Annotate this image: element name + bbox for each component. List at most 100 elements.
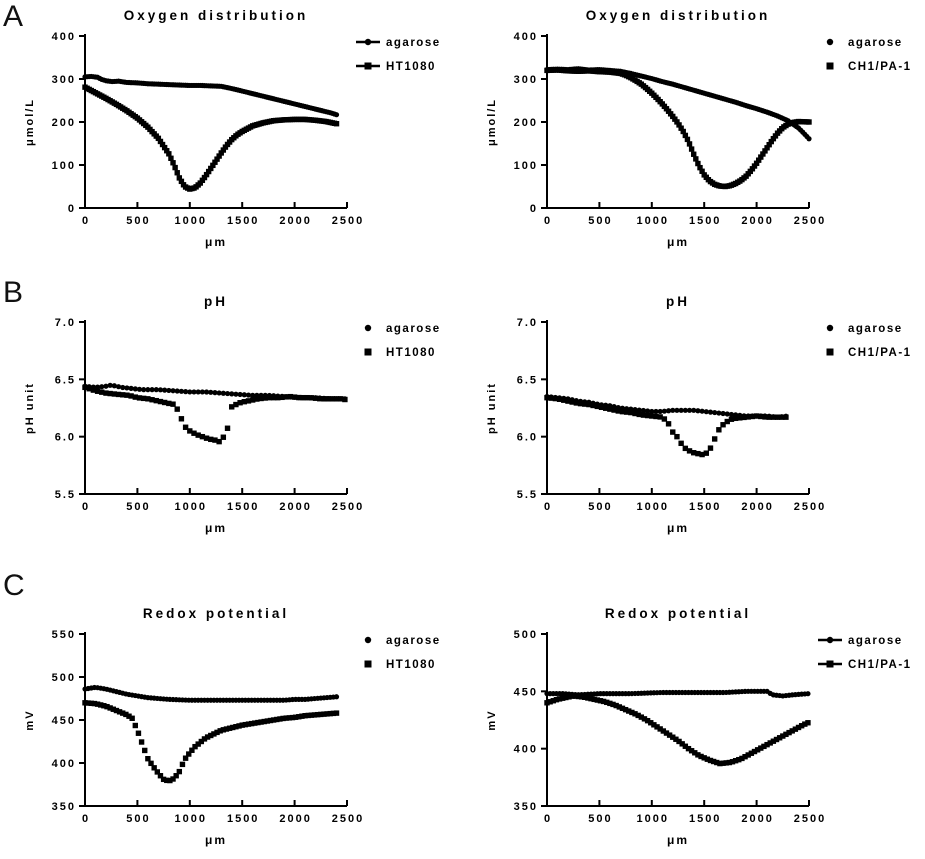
svg-text:7.0: 7.0	[517, 317, 538, 329]
svg-text:CH1/PA-1: CH1/PA-1	[848, 659, 912, 671]
chart-ph-ch1pa1: pH 5.5 6.0 6.5 7.0 0 500 1000 1500 2000 2500 pH uni…	[462, 286, 925, 542]
svg-text:5.5: 5.5	[517, 489, 538, 501]
svg-text:pH: pH	[204, 294, 228, 309]
svg-text:0: 0	[530, 203, 538, 215]
svg-text:0: 0	[82, 501, 90, 513]
svg-text:500: 500	[588, 813, 612, 825]
svg-text:1500: 1500	[227, 215, 259, 227]
svg-text:350: 350	[52, 801, 76, 813]
svg-text:0: 0	[82, 813, 90, 825]
svg-text:450: 450	[514, 686, 538, 698]
svg-text:2500: 2500	[332, 501, 364, 513]
svg-text:400: 400	[514, 31, 538, 43]
chart-svg-1: Oxygen distribution 0 100 200 300 400 0 500 1000…	[486, 8, 912, 249]
svg-text:400: 400	[52, 758, 76, 770]
svg-text:6.5: 6.5	[55, 374, 76, 386]
svg-text:350: 350	[514, 801, 538, 813]
svg-text:μm: μm	[205, 235, 227, 249]
chart-oxygen-ch1pa1: Oxygen distribution 0 100 200 300 400 0 500 1000…	[462, 0, 925, 256]
svg-text:1500: 1500	[227, 813, 259, 825]
svg-text:1500: 1500	[689, 501, 721, 513]
svg-text:1000: 1000	[637, 813, 669, 825]
svg-text:450: 450	[52, 715, 76, 727]
panel-label-c: C	[3, 569, 25, 602]
svg-text:0: 0	[544, 813, 552, 825]
chart-svg-5: Redox potential 350 400 450 500 0 500 1000 1500 2…	[486, 606, 912, 847]
svg-text:0: 0	[68, 203, 76, 215]
svg-text:μm: μm	[667, 833, 689, 847]
svg-text:5.5: 5.5	[55, 489, 76, 501]
svg-text:Oxygen distribution: Oxygen distribution	[586, 8, 771, 23]
svg-text:mV: mV	[24, 709, 36, 730]
svg-text:agarose: agarose	[386, 635, 441, 647]
svg-text:2500: 2500	[794, 813, 826, 825]
svg-text:HT1080: HT1080	[386, 347, 436, 359]
svg-text:500: 500	[588, 501, 612, 513]
svg-text:μm: μm	[667, 235, 689, 249]
svg-text:550: 550	[52, 629, 76, 641]
svg-text:2000: 2000	[279, 501, 311, 513]
svg-text:HT1080: HT1080	[386, 659, 436, 671]
svg-text:agarose: agarose	[386, 37, 441, 49]
chart-svg-2: pH 5.5 6.0 6.5 7.0 0 500 1000 1500 2000 2500 pH uni…	[24, 294, 441, 535]
svg-text:μm: μm	[667, 521, 689, 535]
svg-text:0: 0	[544, 501, 552, 513]
svg-text:μm: μm	[205, 521, 227, 535]
svg-text:agarose: agarose	[386, 323, 441, 335]
svg-text:2500: 2500	[332, 215, 364, 227]
svg-text:Oxygen distribution: Oxygen distribution	[124, 8, 309, 23]
svg-text:agarose: agarose	[848, 635, 903, 647]
svg-text:6.0: 6.0	[55, 432, 76, 444]
svg-text:500: 500	[126, 813, 150, 825]
panel-label-b: B	[3, 276, 24, 309]
svg-text:1000: 1000	[637, 215, 669, 227]
chart-svg-0: Oxygen distribution 0 100 200 300 400 0 500 1000…	[24, 8, 441, 249]
svg-text:1000: 1000	[175, 501, 207, 513]
svg-text:2000: 2000	[279, 215, 311, 227]
svg-text:2500: 2500	[794, 215, 826, 227]
chart-oxygen-ht1080: Oxygen distribution 0 100 200 300 400 0 500 1000…	[0, 0, 463, 256]
svg-text:pH unit: pH unit	[24, 382, 36, 434]
svg-text:400: 400	[514, 744, 538, 756]
svg-text:pH: pH	[666, 294, 690, 309]
svg-text:200: 200	[514, 117, 538, 129]
svg-text:1500: 1500	[689, 813, 721, 825]
svg-text:0: 0	[544, 215, 552, 227]
svg-text:500: 500	[126, 501, 150, 513]
svg-text:500: 500	[126, 215, 150, 227]
svg-text:7.0: 7.0	[55, 317, 76, 329]
svg-text:1000: 1000	[175, 813, 207, 825]
svg-text:pH unit: pH unit	[486, 382, 498, 434]
svg-text:6.5: 6.5	[517, 374, 538, 386]
svg-text:100: 100	[514, 160, 538, 172]
svg-text:CH1/PA-1: CH1/PA-1	[848, 347, 912, 359]
svg-text:300: 300	[514, 74, 538, 86]
svg-text:200: 200	[52, 117, 76, 129]
svg-text:μmol/L: μmol/L	[24, 98, 36, 146]
svg-text:μm: μm	[205, 833, 227, 847]
svg-text:300: 300	[52, 74, 76, 86]
svg-text:HT1080: HT1080	[386, 61, 436, 73]
svg-text:Redox potential: Redox potential	[605, 606, 751, 621]
svg-text:1000: 1000	[637, 501, 669, 513]
svg-text:500: 500	[52, 672, 76, 684]
chart-redox-ch1pa1: Redox potential 350 400 450 500 0 500 1000 1500 2…	[462, 598, 925, 854]
chart-redox-ht1080: Redox potential 350 400 450 500 550 0 500 1000 15…	[0, 598, 463, 854]
svg-text:100: 100	[52, 160, 76, 172]
svg-text:CH1/PA-1: CH1/PA-1	[848, 61, 912, 73]
svg-text:Redox potential: Redox potential	[143, 606, 289, 621]
svg-text:agarose: agarose	[848, 37, 903, 49]
svg-text:1000: 1000	[175, 215, 207, 227]
svg-text:mV: mV	[486, 709, 498, 730]
svg-text:6.0: 6.0	[517, 432, 538, 444]
svg-text:μmol/L: μmol/L	[486, 98, 498, 146]
chart-svg-3: pH 5.5 6.0 6.5 7.0 0 500 1000 1500 2000 2500 pH uni…	[486, 294, 912, 535]
chart-svg-4: Redox potential 350 400 450 500 550 0 500 1000 15…	[24, 606, 441, 847]
svg-text:agarose: agarose	[848, 323, 903, 335]
svg-text:1500: 1500	[689, 215, 721, 227]
svg-text:2000: 2000	[279, 813, 311, 825]
svg-text:400: 400	[52, 31, 76, 43]
svg-text:500: 500	[514, 629, 538, 641]
panel-label-a: A	[3, 0, 24, 33]
